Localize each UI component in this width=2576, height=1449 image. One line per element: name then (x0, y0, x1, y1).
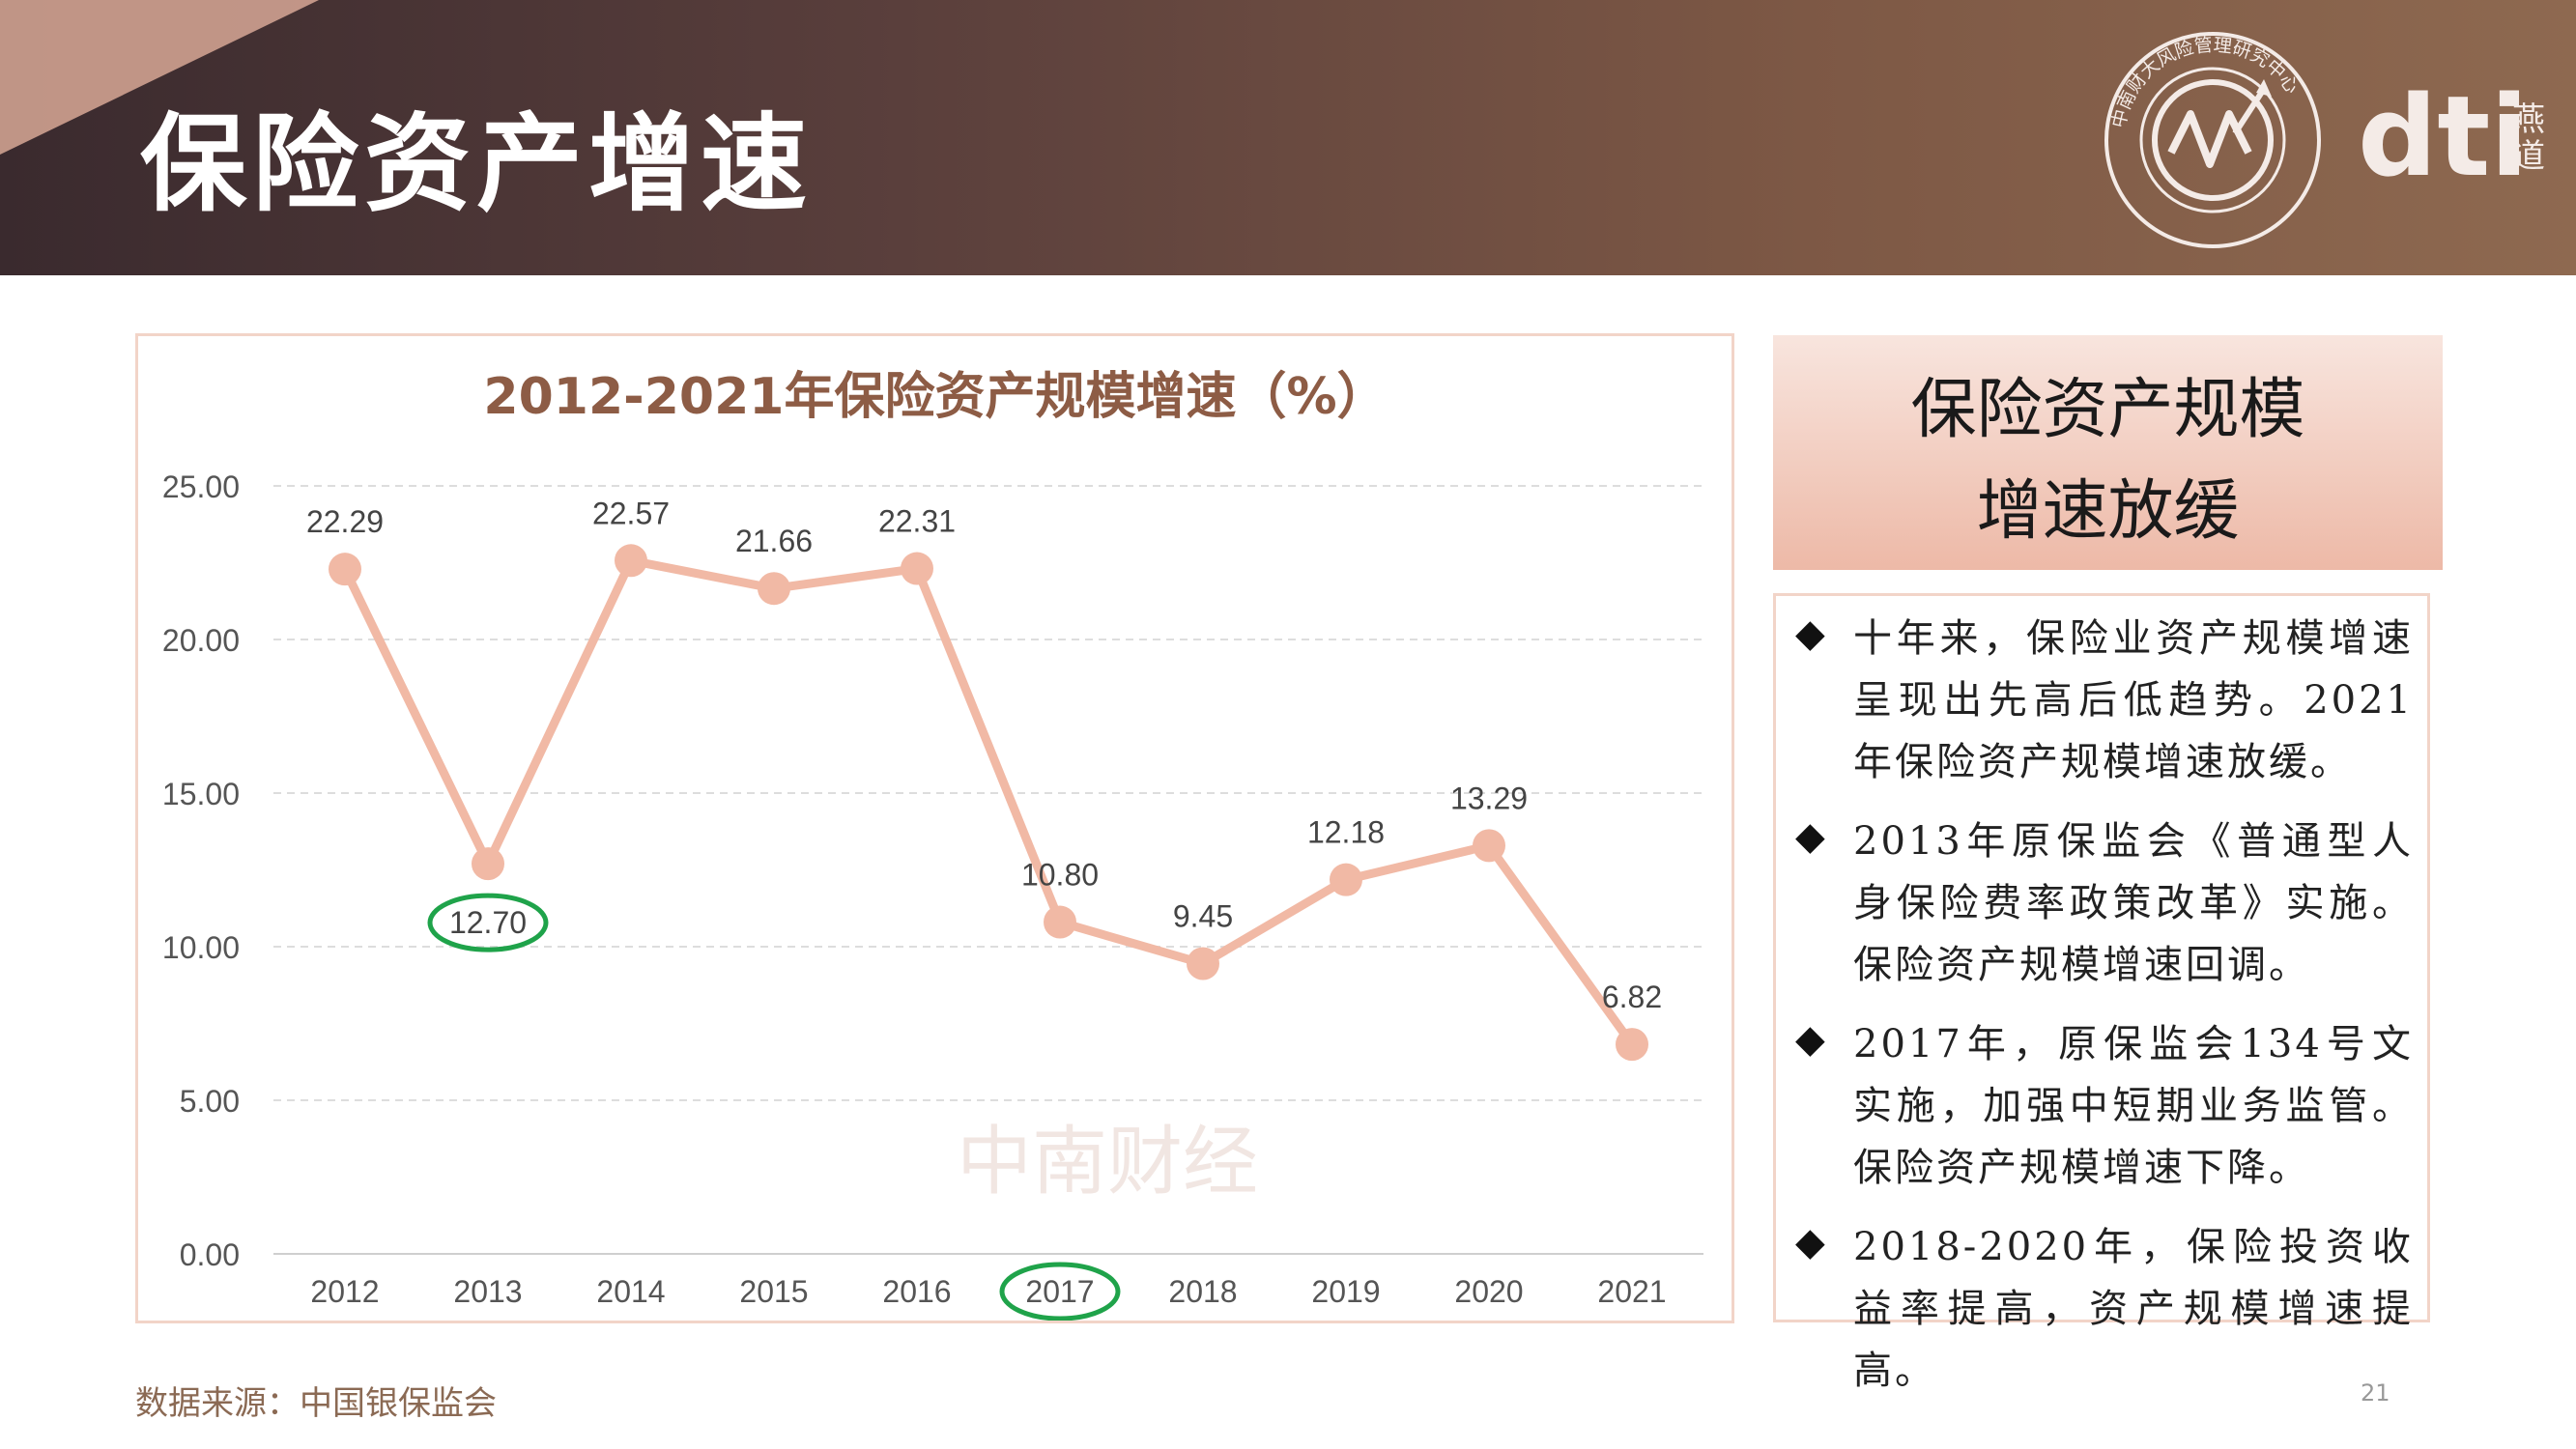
data-label: 12.70 (449, 905, 527, 940)
x-tick-label: 2016 (882, 1274, 951, 1309)
data-source-note: 数据来源：中国银保监会 (135, 1384, 497, 1423)
data-point (1616, 1028, 1648, 1062)
watermark: 中南财经 (957, 1119, 1259, 1206)
data-point (1330, 863, 1362, 896)
diamond-bullet-icon: ◆ (1795, 814, 1825, 859)
y-tick-label: 10.00 (162, 930, 240, 965)
x-tick-label: 2013 (453, 1274, 522, 1309)
y-tick-label: 15.00 (162, 777, 240, 811)
brand-logo: dti (2358, 72, 2529, 202)
data-label: 9.45 (1173, 898, 1233, 933)
data-label: 12.18 (1307, 815, 1385, 850)
data-point (758, 572, 790, 606)
data-point (1187, 947, 1219, 980)
y-tick-label: 20.00 (162, 623, 240, 658)
header-decoration (0, 0, 319, 155)
x-tick-label: 2015 (739, 1274, 808, 1309)
data-label: 22.31 (878, 504, 956, 539)
x-tick-label: 2012 (310, 1274, 379, 1309)
data-label: 13.29 (1450, 781, 1528, 815)
series-line (340, 555, 1636, 1047)
diamond-bullet-icon: ◆ (1795, 1017, 1825, 1062)
x-tick-label: 2021 (1597, 1274, 1666, 1309)
notes-panel: ◆ 十年来，保险业资产规模增速呈现出先高后低趋势。2021年保险资产规模增速放缓… (1773, 593, 2430, 1393)
data-point (1473, 829, 1505, 863)
side-title: 保险资产规模 增速放缓 (1910, 372, 2305, 550)
x-tick-label: 2017 (1025, 1274, 1094, 1309)
y-tick-label: 5.00 (180, 1084, 240, 1119)
data-point (1044, 905, 1076, 939)
highlight-ellipse (999, 1262, 1121, 1321)
data-label: 10.80 (1021, 858, 1099, 893)
header-banner: 保险资产增速 中南财大风险管理研究中心 dti 燕道 (0, 0, 2576, 275)
line-chart: 2012-2021年保险资产规模增速（%） 0.00 5.00 10.00 15.00 2… (162, 368, 1703, 1321)
data-point (901, 552, 933, 585)
diamond-bullet-icon: ◆ (1795, 611, 1825, 656)
brand-logo-chinese: 燕道 (2512, 100, 2545, 176)
data-label: 21.66 (735, 524, 813, 558)
highlight-ellipse (427, 893, 549, 952)
page-title: 保险资产增速 (140, 102, 813, 226)
note-text: 2018-2020年，保险投资收益率提高，资产规模增速提高。 (1853, 1225, 2414, 1393)
x-tick-label: 2018 (1168, 1274, 1237, 1309)
x-tick-label: 2020 (1454, 1274, 1523, 1309)
x-tick-label: 2019 (1311, 1274, 1380, 1309)
note-text: 2017年，原保监会134号文实施，加强中短期业务监管。保险资产规模增速下降。 (1853, 1022, 2414, 1190)
data-point (472, 847, 504, 881)
data-point (329, 553, 361, 586)
note-text: 2013年原保监会《普通型人身保险费率政策改革》实施。保险资产规模增速回调。 (1853, 819, 2414, 987)
page-number: 21 (2361, 1379, 2390, 1406)
research-center-seal-icon: 中南财大风险管理研究中心 (2104, 32, 2321, 248)
chart-title: 2012-2021年保险资产规模增速（%） (483, 368, 1387, 426)
x-tick-label: 2014 (596, 1274, 665, 1309)
data-label: 6.82 (1602, 980, 1662, 1014)
y-tick-label: 25.00 (162, 469, 240, 504)
data-point (615, 544, 647, 578)
data-label: 22.29 (306, 504, 384, 539)
y-tick-label: 0.00 (180, 1237, 240, 1272)
chart-panel: 2012-2021年保险资产规模增速（%） 0.00 5.00 10.00 15.00 2… (135, 333, 1734, 1323)
diamond-bullet-icon: ◆ (1795, 1220, 1825, 1264)
note-text: 十年来，保险业资产规模增速呈现出先高后低趋势。2021年保险资产规模增速放缓。 (1853, 616, 2414, 784)
data-label: 22.57 (592, 496, 670, 530)
side-title-box: 保险资产规模 增速放缓 (1773, 335, 2443, 570)
